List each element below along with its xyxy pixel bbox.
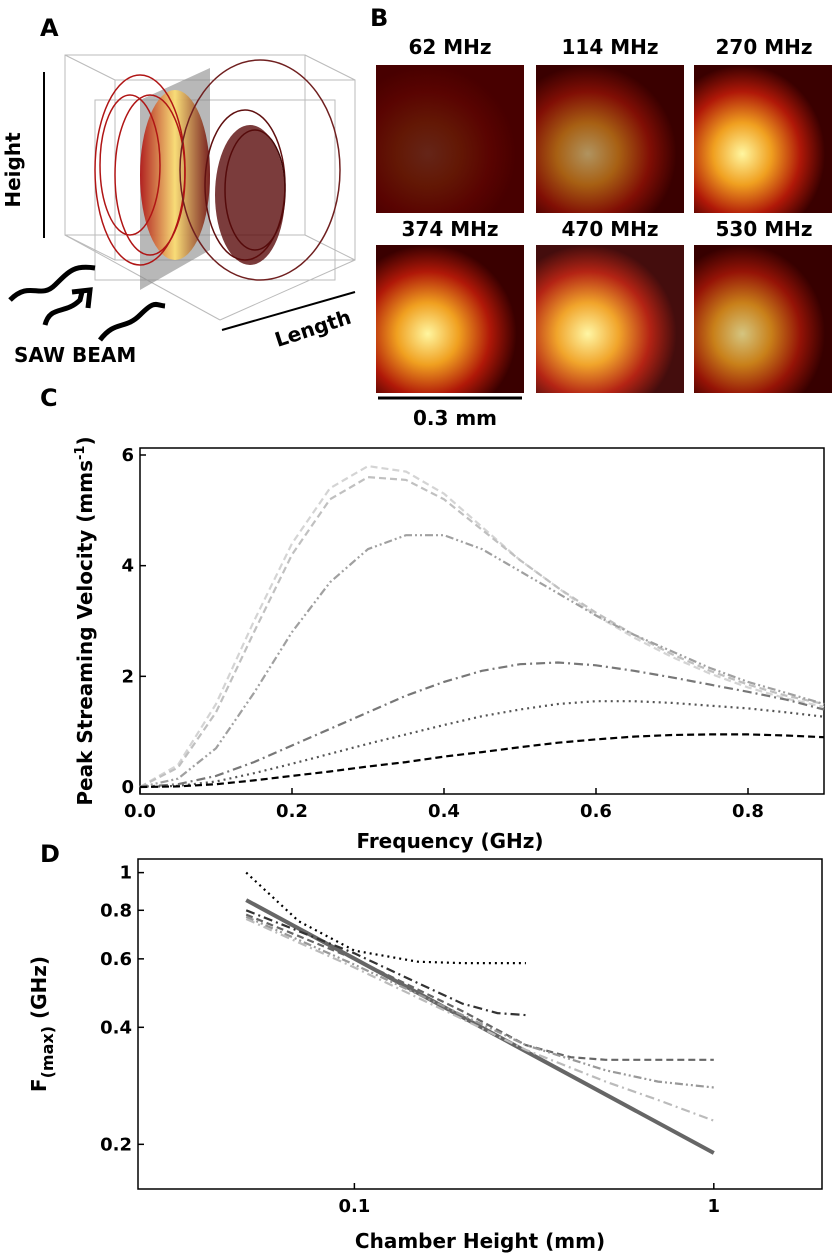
y-axis-label-end: ) [73, 436, 97, 445]
y-axis-label-end: (GHz) [27, 956, 51, 1026]
map-label: 270 MHz [716, 35, 813, 59]
wave-icon [8, 264, 166, 342]
map-label: 114 MHz [562, 35, 659, 59]
axis-line [221, 291, 356, 331]
map-label: 530 MHz [716, 217, 813, 241]
series-line [139, 661, 825, 789]
series-line [245, 917, 715, 1122]
x-tick-label: 0.8 [732, 801, 764, 822]
panel-label: A [40, 14, 59, 42]
x-axis-label: Chamber Height (mm) [355, 1229, 605, 1253]
y-axis-label-sub: (max) [38, 1026, 57, 1078]
plot-frame [137, 858, 823, 1190]
y-axis-label-text: F [27, 1078, 51, 1092]
scale-label: 0.3 mm [413, 406, 497, 430]
x-tick-label: 0.6 [580, 801, 612, 822]
series-line [245, 898, 715, 1155]
height-label: Height [1, 132, 25, 208]
series-line [245, 871, 526, 965]
beam-label: SAW BEAM [14, 343, 136, 367]
series-line [245, 909, 526, 1017]
x-axis-label: Frequency (GHz) [356, 829, 543, 853]
map-label: 374 MHz [402, 217, 499, 241]
panel-label: B [370, 4, 388, 32]
series-line [139, 475, 825, 788]
plot-frame [139, 447, 825, 795]
x-tick-label: 0.2 [276, 801, 308, 822]
panel-label: D [40, 840, 60, 868]
y-tick-label: 4 [121, 556, 134, 577]
y-tick-label: 0.2 [100, 1134, 132, 1155]
y-tick-label: 0 [121, 777, 134, 798]
y-axis-label-sup: -1 [73, 446, 88, 460]
y-tick-label: 0.4 [100, 1017, 132, 1038]
x-tick-label: 0.0 [124, 801, 156, 822]
x-tick-label: 0.4 [428, 801, 460, 822]
series-line [139, 700, 825, 789]
y-axis-label: F(max) (GHz) [27, 956, 57, 1092]
y-axis-label: Peak Streaming Velocity (mms-1) [73, 436, 97, 805]
y-tick-label: 0.6 [100, 949, 132, 970]
series-line [139, 534, 825, 789]
heatmaps [376, 65, 832, 393]
map-label: 470 MHz [562, 217, 659, 241]
series-line [139, 464, 825, 788]
y-axis-label-text: Peak Streaming Velocity (mms [73, 460, 97, 806]
panel-label: C [40, 384, 58, 412]
series-line [139, 733, 825, 789]
y-tick-label: 1 [119, 863, 132, 884]
x-tick-label: 1 [708, 1196, 721, 1217]
map-label: 62 MHz [408, 35, 491, 59]
x-tick-label: 0.1 [338, 1196, 370, 1217]
y-tick-label: 2 [121, 666, 134, 687]
y-tick-label: 0.8 [100, 900, 132, 921]
streamline-render [64, 54, 356, 321]
y-tick-label: 6 [121, 445, 134, 466]
series-line [245, 915, 714, 1089]
